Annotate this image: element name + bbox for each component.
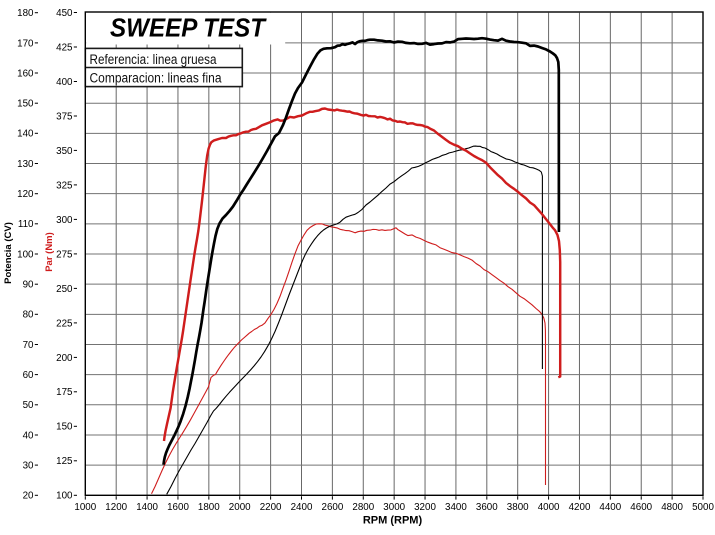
svg-text:130: 130 [17, 159, 34, 170]
svg-text:300: 300 [56, 215, 73, 226]
svg-text:150: 150 [17, 99, 34, 110]
svg-text:2400: 2400 [291, 502, 313, 513]
svg-text:110: 110 [18, 219, 34, 230]
svg-text:1800: 1800 [198, 502, 220, 513]
svg-text:5000: 5000 [692, 502, 714, 513]
svg-text:4600: 4600 [630, 502, 652, 513]
svg-text:3800: 3800 [507, 502, 529, 513]
svg-text:Par (Nm): Par (Nm) [44, 232, 55, 272]
svg-text:40: 40 [23, 430, 34, 441]
svg-text:170: 170 [17, 38, 34, 49]
svg-text:2200: 2200 [260, 502, 282, 513]
svg-text:350: 350 [56, 146, 73, 157]
svg-text:20: 20 [23, 491, 34, 502]
svg-text:175: 175 [56, 387, 73, 398]
svg-text:Potencia (CV): Potencia (CV) [3, 222, 14, 284]
svg-text:225: 225 [56, 318, 73, 329]
svg-text:180: 180 [17, 8, 34, 19]
svg-text:3400: 3400 [445, 502, 467, 513]
svg-text:150: 150 [56, 422, 73, 433]
svg-text:1000: 1000 [74, 502, 96, 513]
svg-text:250: 250 [56, 284, 73, 295]
svg-text:2000: 2000 [229, 502, 251, 513]
svg-text:3600: 3600 [476, 502, 498, 513]
svg-text:3000: 3000 [383, 502, 405, 513]
svg-text:90: 90 [23, 280, 34, 291]
svg-text:450: 450 [56, 8, 73, 19]
svg-text:1400: 1400 [136, 502, 158, 513]
svg-text:275: 275 [56, 249, 73, 260]
svg-text:Referencia: linea gruesa: Referencia: linea gruesa [90, 52, 217, 67]
svg-text:70: 70 [23, 340, 34, 351]
svg-text:120: 120 [17, 189, 34, 200]
svg-text:60: 60 [23, 370, 34, 381]
svg-text:1200: 1200 [105, 502, 127, 513]
svg-text:375: 375 [56, 111, 73, 122]
svg-text:Comparacion: lineas fina: Comparacion: lineas fina [90, 70, 222, 85]
svg-text:2600: 2600 [322, 502, 344, 513]
svg-text:4800: 4800 [661, 502, 683, 513]
svg-text:30: 30 [23, 461, 34, 472]
svg-text:100: 100 [17, 249, 34, 260]
svg-text:4400: 4400 [599, 502, 621, 513]
svg-text:50: 50 [23, 400, 34, 411]
svg-text:80: 80 [23, 310, 34, 321]
svg-text:4000: 4000 [538, 502, 560, 513]
svg-text:400: 400 [56, 77, 73, 88]
svg-text:125: 125 [56, 456, 73, 467]
svg-text:160: 160 [17, 68, 34, 79]
svg-text:140: 140 [17, 129, 34, 140]
svg-text:1600: 1600 [167, 502, 189, 513]
svg-text:425: 425 [56, 42, 73, 53]
svg-text:RPM (RPM): RPM (RPM) [363, 515, 423, 527]
svg-text:SWEEP TEST: SWEEP TEST [110, 14, 267, 42]
svg-text:325: 325 [56, 180, 73, 191]
svg-text:3200: 3200 [414, 502, 436, 513]
svg-text:2800: 2800 [352, 502, 374, 513]
svg-text:4200: 4200 [569, 502, 591, 513]
svg-text:100: 100 [56, 491, 73, 502]
svg-text:200: 200 [56, 353, 73, 364]
